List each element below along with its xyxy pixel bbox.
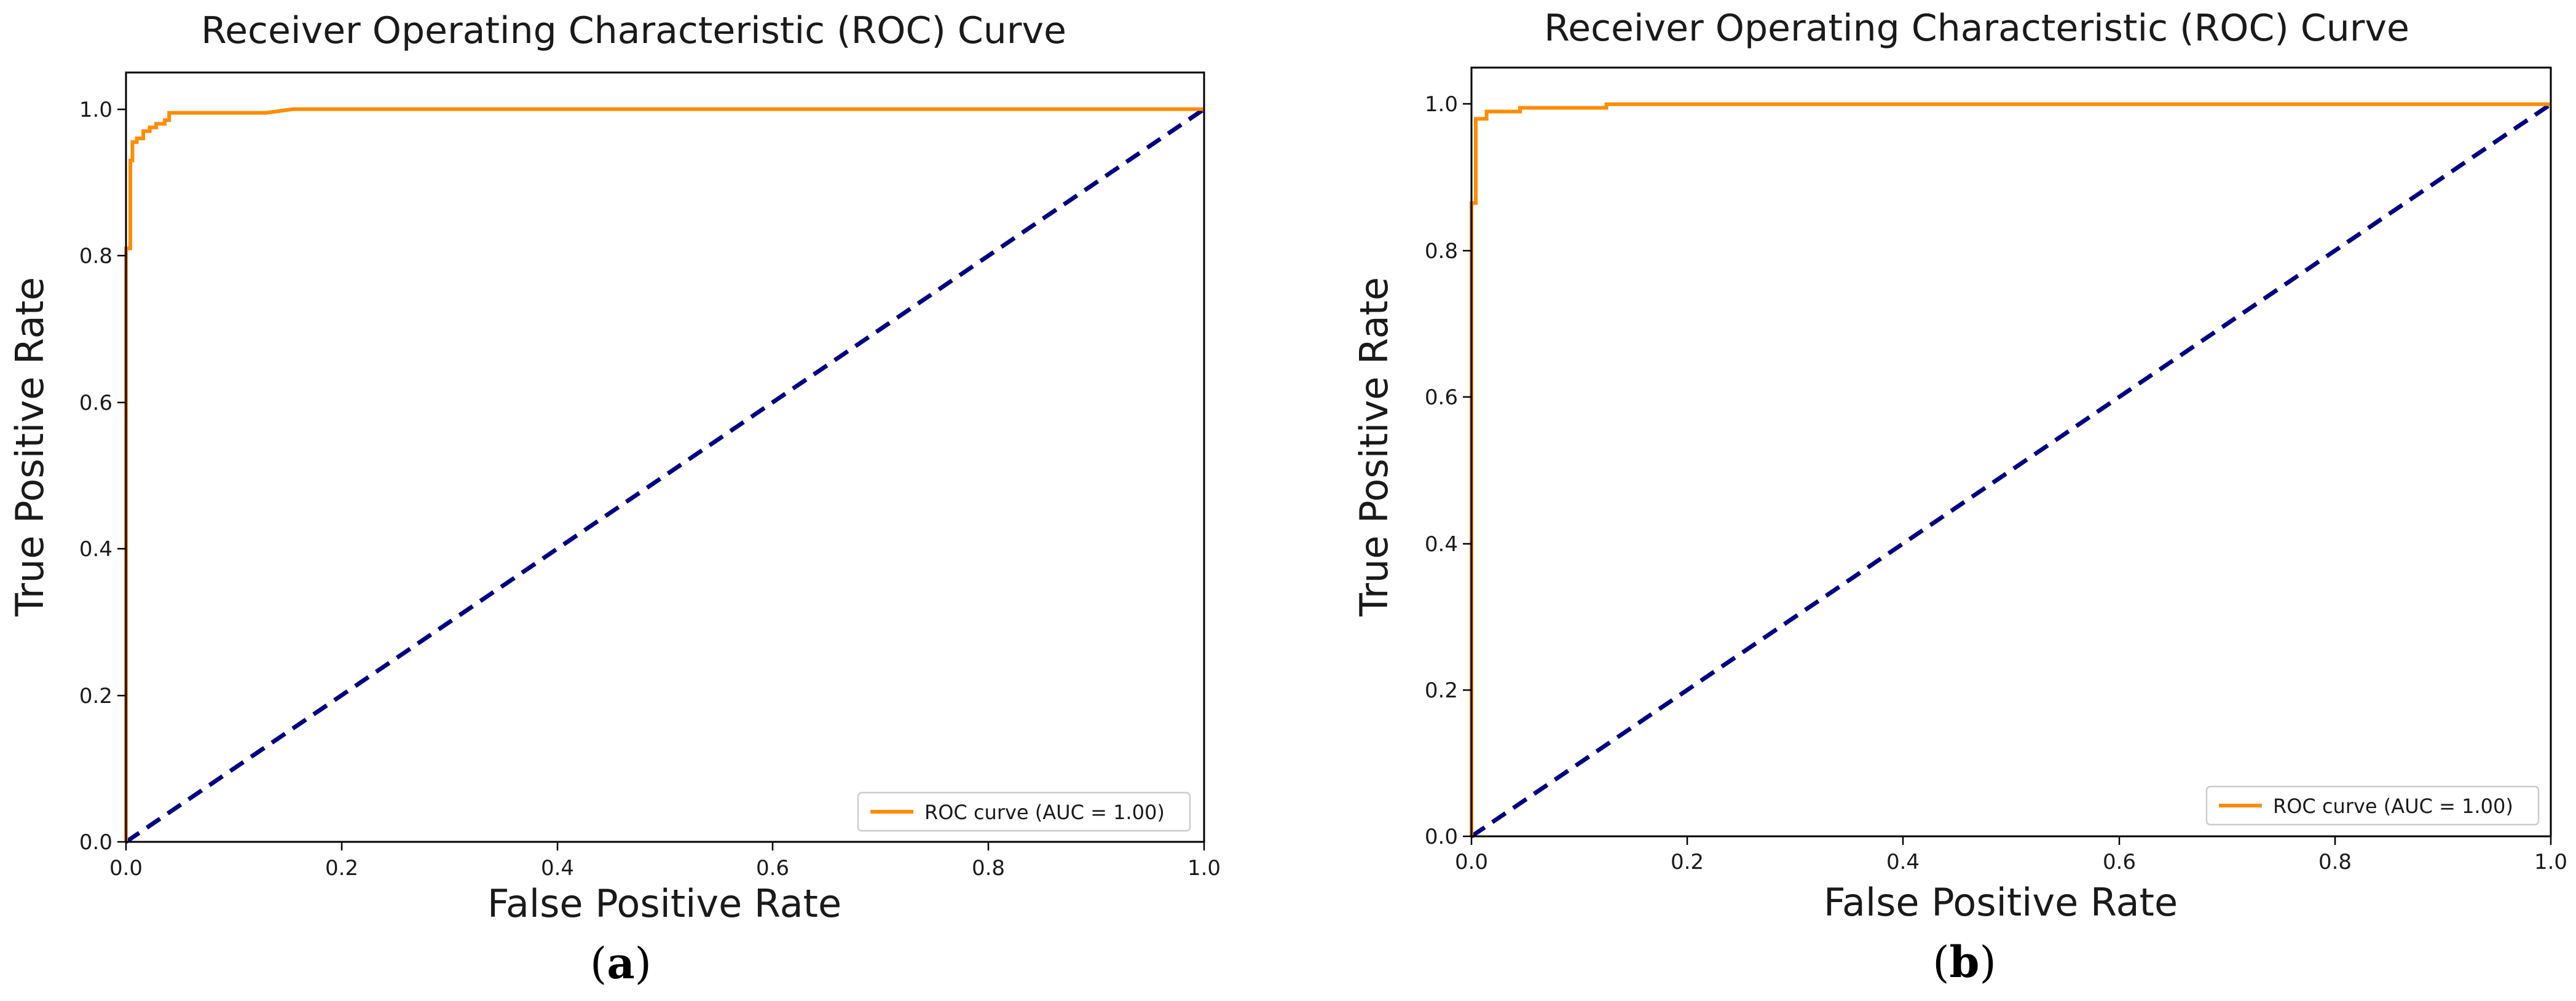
x-tick: 0.6 bbox=[756, 842, 789, 881]
legend-box bbox=[2205, 785, 2540, 826]
x-axis-ticks: 0.0 0.2 0.4 0.6 0.8 1.0 bbox=[1455, 836, 2567, 874]
x-tick: 0.2 bbox=[325, 842, 358, 881]
legend-box bbox=[857, 791, 1191, 832]
y-tick: 0.6 bbox=[1425, 385, 1471, 410]
y-tick: 1.0 bbox=[79, 98, 126, 122]
chart-title: Receiver Operating Characteristic (ROC) … bbox=[201, 9, 1066, 52]
y-tick: 1.0 bbox=[1425, 92, 1471, 117]
x-tick: 0.0 bbox=[1455, 836, 1488, 874]
x-axis-label: False Positive Rate bbox=[487, 881, 841, 926]
x-tick-label: 0.4 bbox=[1886, 850, 1920, 874]
series-layer bbox=[124, 107, 1205, 844]
x-axis-ticks: 0.0 0.2 0.4 0.6 0.8 1.0 bbox=[109, 842, 1221, 881]
y-tick: 0.8 bbox=[79, 244, 126, 269]
x-tick-label: 0.4 bbox=[541, 856, 574, 881]
y-tick-label: 0.4 bbox=[79, 537, 112, 562]
y-tick-label: 0.6 bbox=[1425, 385, 1458, 410]
y-tick-label: 0.0 bbox=[79, 830, 112, 855]
y-tick: 0.4 bbox=[1425, 532, 1471, 557]
y-tick: 0.6 bbox=[79, 391, 126, 415]
y-axis-label: True Positive Rate bbox=[7, 277, 52, 617]
y-tick: 0.8 bbox=[1425, 239, 1471, 264]
legend: ROC curve (AUC = 1.00) bbox=[2205, 785, 2540, 826]
chance-diagonal-line bbox=[1470, 102, 2552, 838]
x-tick-label: 0.2 bbox=[325, 856, 358, 881]
panel-label: a bbox=[607, 938, 634, 989]
y-tick: 0.0 bbox=[79, 830, 126, 855]
y-tick-label: 0.0 bbox=[1425, 825, 1458, 849]
roc-curve-line bbox=[1470, 102, 2551, 836]
roc-curve-line bbox=[124, 107, 1204, 842]
x-tick-label: 0.6 bbox=[756, 856, 789, 881]
y-tick-label: 0.8 bbox=[79, 244, 112, 269]
y-axis-ticks: 0.0 0.2 0.4 0.6 0.8 1.0 bbox=[79, 98, 126, 855]
y-tick-label: 0.2 bbox=[79, 684, 112, 709]
x-tick-label: 0.6 bbox=[2103, 850, 2136, 874]
y-tick: 0.4 bbox=[79, 537, 126, 562]
legend: ROC curve (AUC = 1.00) bbox=[857, 791, 1191, 832]
x-tick: 0.8 bbox=[2318, 836, 2352, 874]
x-tick: 1.0 bbox=[2534, 836, 2567, 874]
chart-title: Receiver Operating Characteristic (ROC) … bbox=[1544, 7, 2409, 50]
series-layer bbox=[1470, 102, 2552, 838]
x-axis-label: False Positive Rate bbox=[1824, 880, 2178, 925]
panel-caption: (a) bbox=[590, 938, 652, 989]
x-tick-label: 0.0 bbox=[109, 856, 143, 881]
x-tick-label: 0.8 bbox=[972, 856, 1005, 881]
chance-diagonal-line bbox=[125, 107, 1205, 844]
y-tick: 0.2 bbox=[1425, 678, 1471, 703]
y-tick-label: 0.2 bbox=[1425, 678, 1458, 703]
y-tick: 0.0 bbox=[1425, 825, 1471, 849]
x-tick: 1.0 bbox=[1188, 842, 1221, 881]
plot-frame bbox=[1470, 66, 2552, 838]
x-tick-label: 0.2 bbox=[1671, 850, 1704, 874]
x-tick: 0.4 bbox=[1886, 836, 1920, 874]
y-tick-label: 1.0 bbox=[79, 98, 112, 122]
plot-frame bbox=[125, 71, 1205, 843]
y-tick-label: 0.8 bbox=[1425, 239, 1458, 264]
y-tick-label: 1.0 bbox=[1425, 92, 1458, 117]
x-tick: 0.4 bbox=[541, 842, 574, 881]
y-tick: 0.2 bbox=[79, 684, 126, 709]
legend-label: ROC curve (AUC = 1.00) bbox=[2273, 795, 2513, 818]
roc-panel-b: Receiver Operating Characteristic (ROC) … bbox=[1352, 7, 2567, 987]
y-tick-label: 0.6 bbox=[79, 391, 112, 415]
x-tick: 0.8 bbox=[972, 842, 1005, 881]
x-tick-label: 1.0 bbox=[2534, 850, 2567, 874]
y-axis-ticks: 0.0 0.2 0.4 0.6 0.8 1.0 bbox=[1425, 92, 1471, 849]
x-tick: 0.6 bbox=[2103, 836, 2136, 874]
x-tick: 0.2 bbox=[1671, 836, 1704, 874]
x-tick: 0.0 bbox=[109, 842, 143, 881]
x-tick-label: 0.0 bbox=[1455, 850, 1488, 874]
legend-label: ROC curve (AUC = 1.00) bbox=[924, 801, 1165, 824]
panel-caption: (b) bbox=[1932, 936, 1996, 987]
x-tick-label: 1.0 bbox=[1188, 856, 1221, 881]
y-axis-label: True Positive Rate bbox=[1352, 277, 1396, 617]
roc-panel-a: Receiver Operating Characteristic (ROC) … bbox=[7, 9, 1221, 989]
y-tick-label: 0.4 bbox=[1425, 532, 1458, 557]
panel-label: b bbox=[1950, 936, 1980, 987]
x-tick-label: 0.8 bbox=[2318, 850, 2352, 874]
